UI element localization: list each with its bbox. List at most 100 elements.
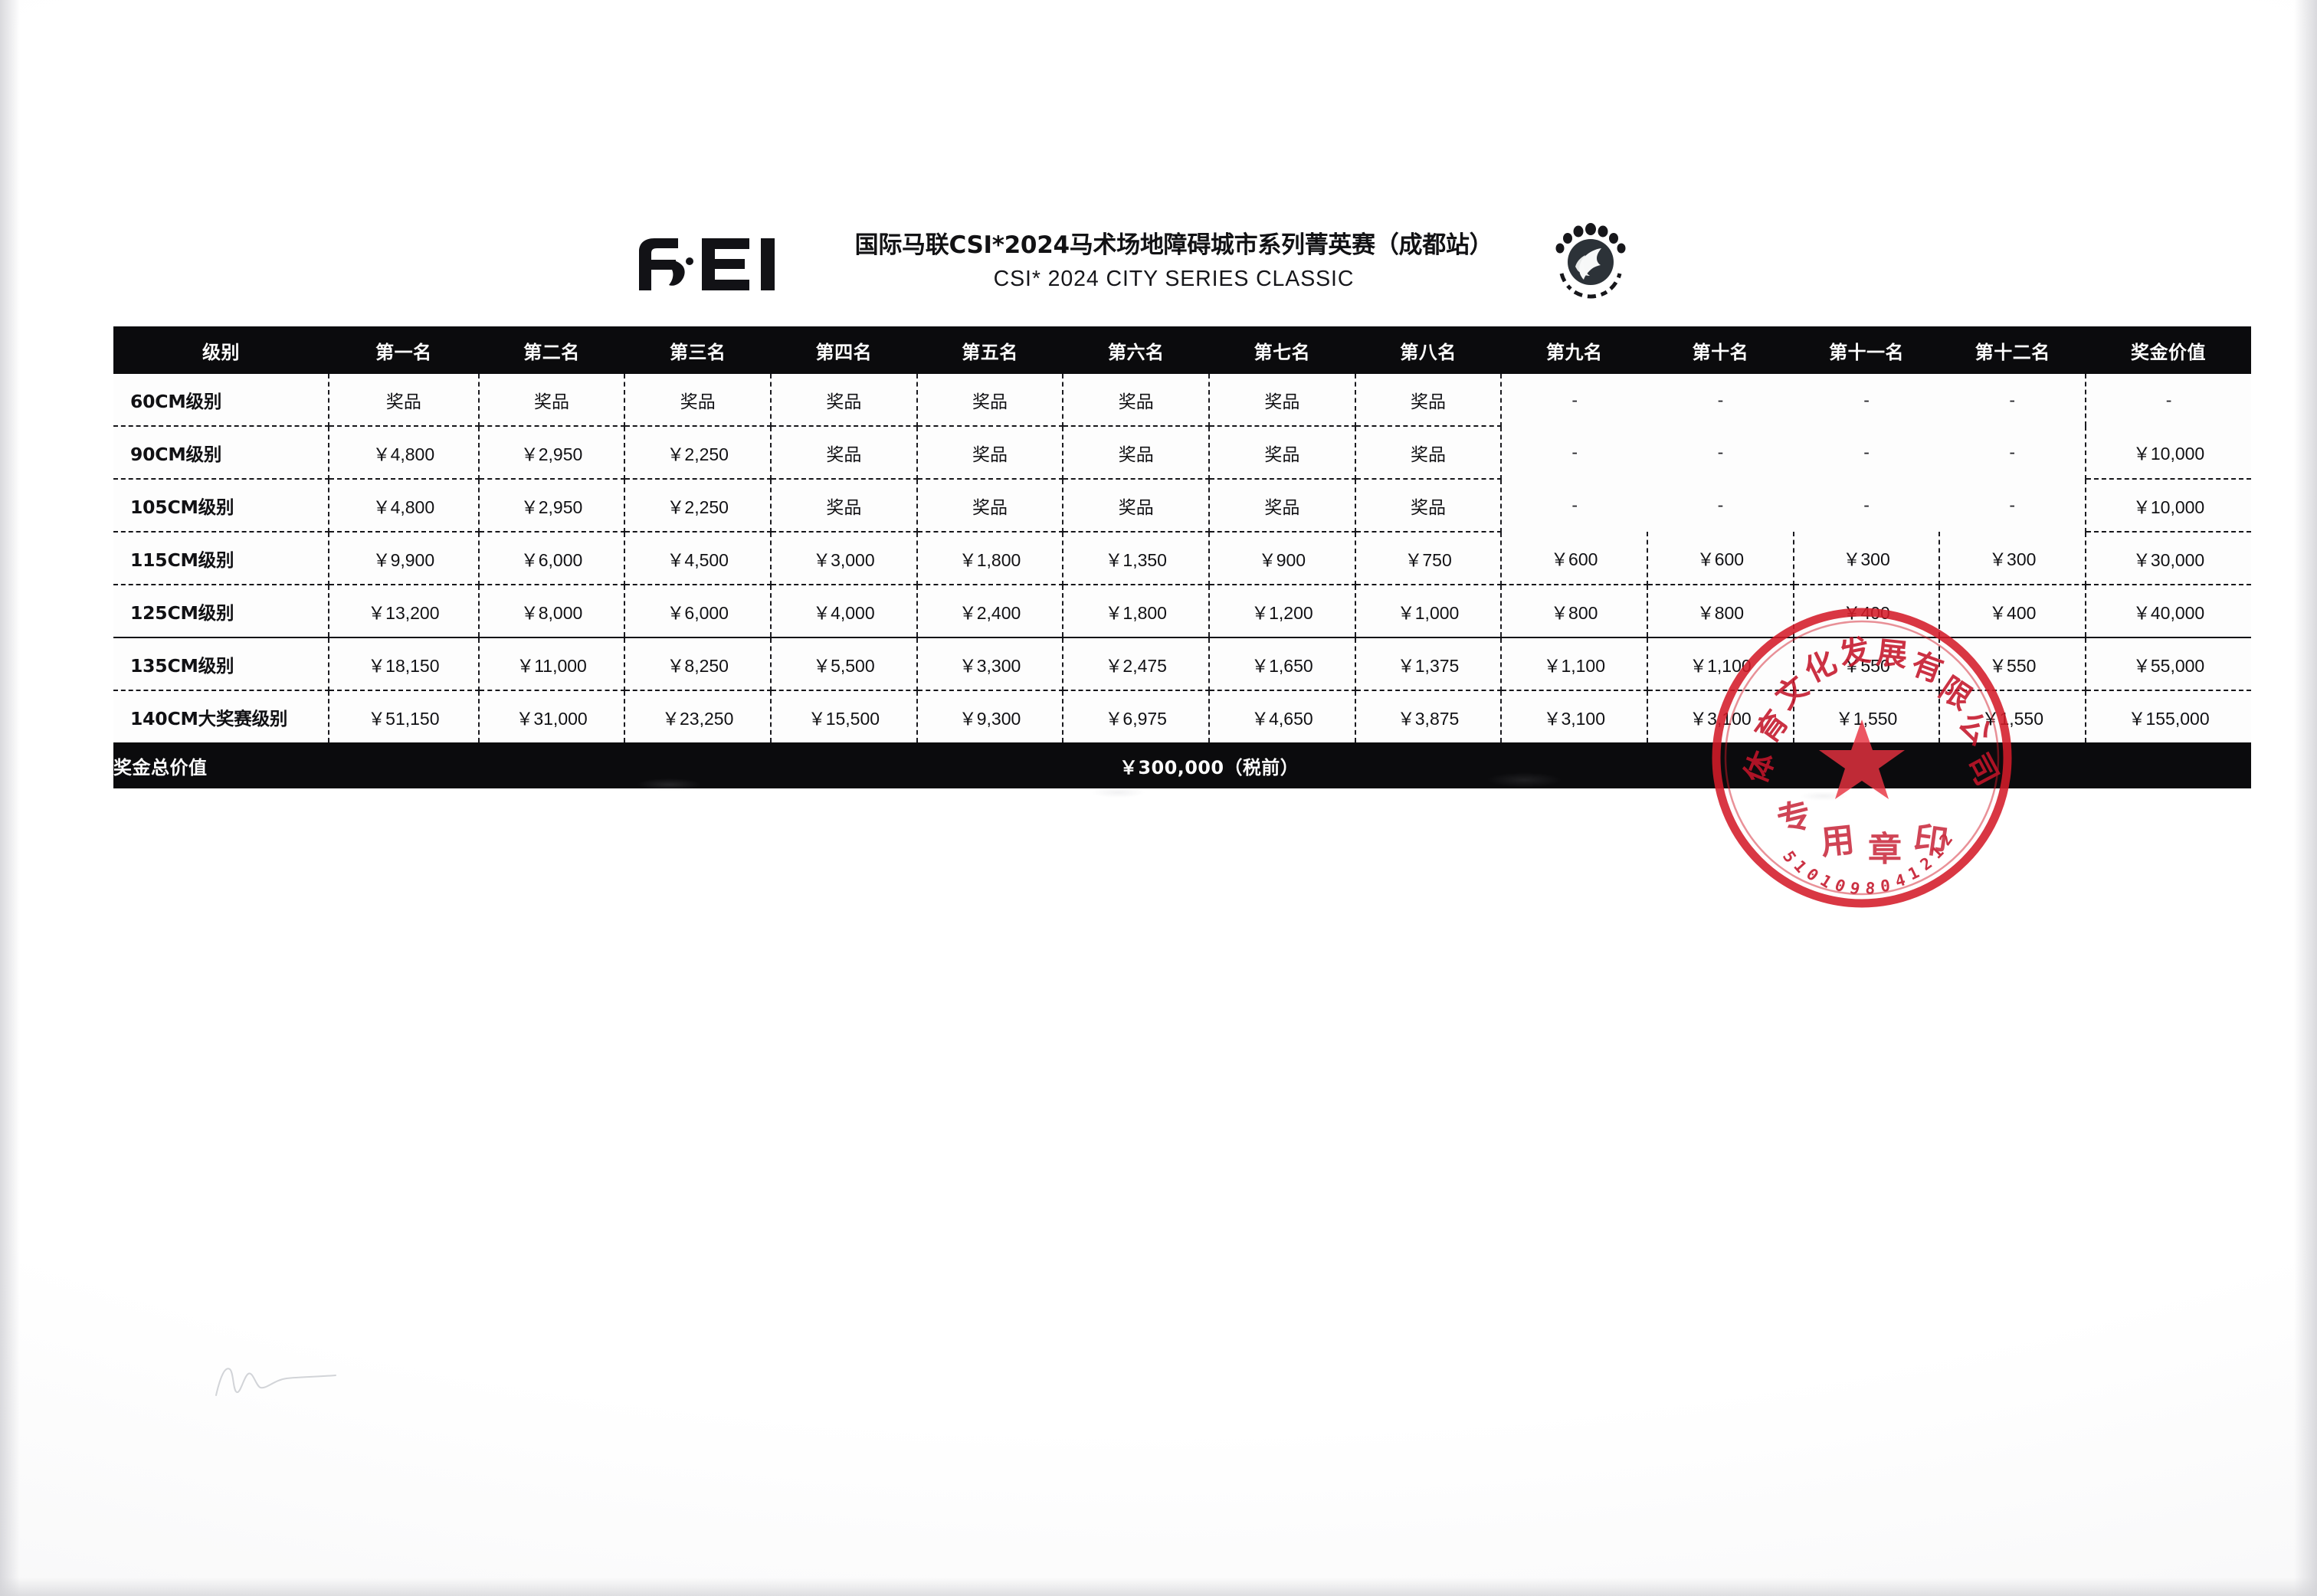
column-header-place-7: 第七名 <box>1209 326 1355 374</box>
prize-money-table-container: 级别 第一名 第二名 第三名 第四名 第五名 第六名 第七名 第八名 第九名 第… <box>113 326 2251 788</box>
column-header-place-5: 第五名 <box>916 326 1063 374</box>
cell-125cm-prize-value: ￥40,000 <box>2086 585 2251 638</box>
row-label-105cm: 105CM级别 <box>113 479 329 533</box>
cell-90cm-p2: ￥2,950 <box>478 426 626 480</box>
svg-text:0: 0 <box>1803 864 1822 885</box>
table-row: 140CM大奖赛级别 ￥51,150 ￥31,000 ￥23,250 ￥15,5… <box>113 690 2251 742</box>
cell-115cm-p8: ￥750 <box>1355 532 1503 585</box>
svg-text:0: 0 <box>1832 876 1848 896</box>
svg-text:印: 印 <box>1911 819 1950 863</box>
cell-115cm-p10: ￥600 <box>1647 532 1794 585</box>
cell-115cm-p1: ￥9,900 <box>329 532 480 585</box>
cell-140cm-p12: ￥1,550 <box>1939 690 2087 742</box>
cell-115cm-p9: ￥600 <box>1501 532 1649 585</box>
cell-60cm-p7: 奖品 <box>1209 374 1356 427</box>
page-edge-shadow-right <box>2294 0 2317 1596</box>
svg-text:2: 2 <box>1917 854 1935 874</box>
svg-text:用: 用 <box>1819 821 1857 863</box>
page-edge-shadow-left <box>0 0 20 1596</box>
cell-125cm-p6: ￥1,800 <box>1063 585 1211 638</box>
document-header: 国际马联CSI*2024马术场地障碍城市系列菁英赛（成都站） CSI* 2024… <box>636 221 1632 305</box>
column-header-place-12: 第十二名 <box>1939 326 2086 374</box>
cell-90cm-p1: ￥4,800 <box>329 426 480 480</box>
cell-125cm-p8: ￥1,000 <box>1355 585 1503 638</box>
row-label-115cm: 115CM级别 <box>113 532 329 585</box>
svg-text:8: 8 <box>1865 879 1876 898</box>
cell-60cm-p12: - <box>1939 374 2087 426</box>
cell-135cm-p5: ￥3,300 <box>916 637 1064 691</box>
cell-105cm-p11: - <box>1793 479 1940 532</box>
svg-text:1: 1 <box>1928 843 1948 863</box>
svg-text:9: 9 <box>1848 879 1862 899</box>
cell-105cm-p5: 奖品 <box>916 479 1064 533</box>
cell-140cm-p6: ￥6,975 <box>1063 690 1211 742</box>
cell-90cm-p5: 奖品 <box>916 426 1064 480</box>
cell-60cm-p10: - <box>1647 374 1794 426</box>
cell-140cm-p3: ￥23,250 <box>624 690 772 742</box>
table-row: 125CM级别 ￥13,200 ￥8,000 ￥6,000 ￥4,000 ￥2,… <box>113 585 2251 638</box>
cell-140cm-p1: ￥51,150 <box>329 690 480 742</box>
cell-125cm-p11: ￥400 <box>1793 585 1941 638</box>
cell-60cm-p5: 奖品 <box>916 374 1064 427</box>
cell-105cm-prize-value: ￥10,000 <box>2086 479 2251 533</box>
cell-140cm-p2: ￥31,000 <box>478 690 626 742</box>
column-header-place-10: 第十名 <box>1647 326 1794 374</box>
cell-60cm-p11: - <box>1793 374 1940 426</box>
column-header-place-2: 第二名 <box>478 326 625 374</box>
cell-135cm-p8: ￥1,375 <box>1355 637 1503 691</box>
event-title-chinese: 国际马联CSI*2024马术场地障碍城市系列菁英赛（成都站） <box>854 231 1493 259</box>
svg-text:5: 5 <box>1779 847 1800 866</box>
cell-140cm-p8: ￥3,875 <box>1355 690 1503 742</box>
event-title-english: CSI* 2024 CITY SERIES CLASSIC <box>993 266 1355 291</box>
pencil-scribble-mark <box>213 1360 343 1398</box>
column-header-place-8: 第八名 <box>1355 326 1502 374</box>
svg-text:1: 1 <box>1817 871 1834 892</box>
column-header-prize-value: 奖金价值 <box>2086 326 2251 374</box>
svg-text:1: 1 <box>1906 863 1922 883</box>
cell-140cm-p10: ￥3,100 <box>1647 690 1794 742</box>
cell-105cm-p4: 奖品 <box>771 479 918 533</box>
cell-125cm-p3: ￥6,000 <box>624 585 772 638</box>
cell-105cm-p10: - <box>1647 479 1794 532</box>
cell-135cm-p1: ￥18,150 <box>329 637 480 691</box>
cell-90cm-p12: - <box>1939 426 2087 479</box>
cell-90cm-prize-value: ￥10,000 <box>2086 426 2251 480</box>
table-row: 135CM级别 ￥18,150 ￥11,000 ￥8,250 ￥5,500 ￥3… <box>113 637 2251 691</box>
fei-logo-icon <box>636 236 797 293</box>
cell-135cm-p12: ￥550 <box>1939 637 2087 691</box>
row-label-60cm: 60CM级别 <box>113 374 329 427</box>
cell-115cm-p2: ￥6,000 <box>478 532 626 585</box>
cell-135cm-p6: ￥2,475 <box>1063 637 1211 691</box>
cell-90cm-p7: 奖品 <box>1209 426 1356 480</box>
cell-90cm-p11: - <box>1793 426 1940 479</box>
cell-60cm-p9: - <box>1501 374 1648 426</box>
table-row: 115CM级别 ￥9,900 ￥6,000 ￥4,500 ￥3,000 ￥1,8… <box>113 532 2251 585</box>
cell-125cm-p9: ￥800 <box>1501 585 1649 638</box>
total-label: 奖金总价值 <box>113 742 772 788</box>
cell-105cm-p8: 奖品 <box>1355 479 1503 533</box>
cell-60cm-p3: 奖品 <box>624 374 772 427</box>
total-row-filler <box>1647 742 2251 788</box>
cell-105cm-p9: - <box>1501 479 1648 532</box>
cell-90cm-p4: 奖品 <box>771 426 918 480</box>
page-edge-shadow-bottom <box>0 1578 2317 1596</box>
cell-60cm-p1: 奖品 <box>329 374 480 427</box>
svg-text:章: 章 <box>1868 830 1902 869</box>
cell-135cm-p10: ￥1,100 <box>1647 637 1794 691</box>
cell-140cm-p4: ￥15,500 <box>771 690 918 742</box>
cell-105cm-p12: - <box>1939 479 2087 532</box>
table-row: 60CM级别 奖品 奖品 奖品 奖品 奖品 奖品 奖品 奖品 - - - - - <box>113 374 2251 427</box>
cell-135cm-p7: ￥1,650 <box>1209 637 1356 691</box>
column-header-place-11: 第十一名 <box>1793 326 1940 374</box>
cell-125cm-p12: ￥400 <box>1939 585 2087 638</box>
cell-60cm-p8: 奖品 <box>1355 374 1503 427</box>
row-label-135cm: 135CM级别 <box>113 637 329 691</box>
cell-140cm-p11: ￥1,550 <box>1793 690 1941 742</box>
cell-115cm-p4: ￥3,000 <box>771 532 918 585</box>
cell-135cm-p11: ￥550 <box>1793 637 1941 691</box>
cell-135cm-prize-value: ￥55,000 <box>2086 637 2251 691</box>
title-block: 国际马联CSI*2024马术场地障碍城市系列菁英赛（成都站） CSI* 2024… <box>829 231 1519 295</box>
cell-115cm-prize-value: ￥30,000 <box>2086 532 2251 585</box>
cell-125cm-p7: ￥1,200 <box>1209 585 1356 638</box>
